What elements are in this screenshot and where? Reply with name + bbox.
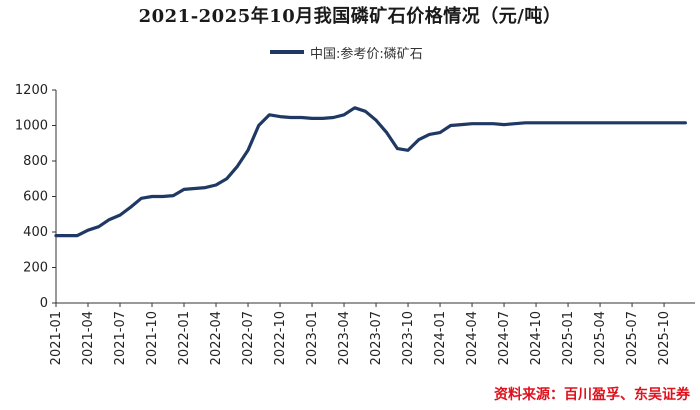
y-tick-label: 0 [40,296,48,311]
legend-label: 中国:参考价:磷矿石 [310,46,423,62]
x-tick-label: 2021-10 [145,311,160,365]
x-tick-label: 2024-10 [529,311,544,365]
x-tick-label: 2024-04 [465,311,480,365]
y-tick-label: 200 [23,261,48,276]
y-tick-label: 400 [23,225,48,240]
x-tick-label: 2025-04 [593,311,608,365]
x-tick-label: 2023-01 [305,311,320,365]
x-tick-label: 2022-07 [241,311,256,365]
x-tick-label: 2025-10 [657,311,672,365]
x-tick-label: 2023-10 [401,311,416,365]
y-tick-label: 800 [23,154,48,169]
y-tick-label: 1000 [15,119,48,134]
x-tick-label: 2022-01 [177,311,192,365]
x-tick-label: 2022-04 [209,311,224,365]
y-tick-label: 1200 [15,83,48,98]
x-tick-label: 2025-01 [561,311,576,365]
legend: 中国:参考价:磷矿石 [270,42,423,62]
x-tick-label: 2025-07 [625,311,640,365]
x-tick-label: 2023-04 [337,311,352,365]
x-tick-label: 2021-04 [81,311,96,365]
x-tick-label: 2024-01 [433,311,448,365]
x-tick-label: 2021-07 [113,311,128,365]
source-note: 资料来源：百川盈孚、东吴证券 [494,387,690,403]
x-tick-label: 2021-01 [49,311,64,365]
y-tick-label: 600 [23,190,48,205]
x-tick-label: 2022-10 [273,311,288,365]
series-line [54,106,687,238]
x-tick-label: 2023-07 [369,311,384,365]
x-tick-label: 2024-07 [497,311,512,365]
legend-swatch [270,50,304,54]
chart-title: 2021-2025年10月我国磷矿石价格情况（元/吨） [138,6,562,27]
